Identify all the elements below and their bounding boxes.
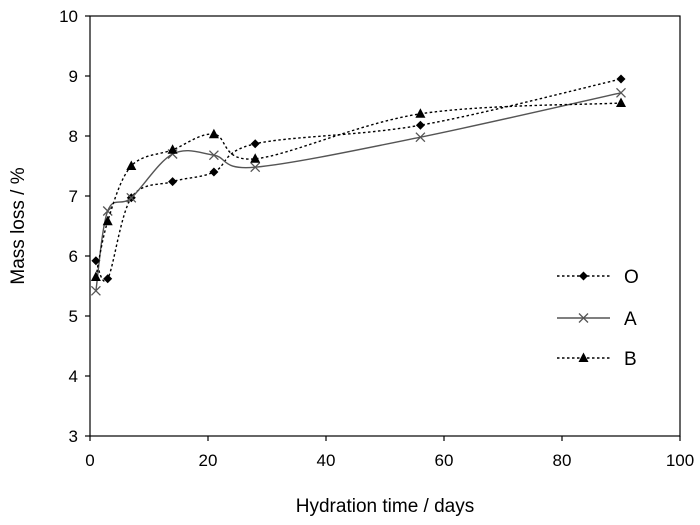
- data-point: [415, 120, 425, 130]
- data-point: [103, 274, 113, 284]
- x-tick-label: 100: [666, 451, 694, 470]
- legend-entry-B: B: [557, 349, 637, 370]
- x-axis-label: Hydration time / days: [296, 496, 474, 517]
- plot-area: [89, 15, 681, 437]
- y-tick-label: 10: [59, 7, 78, 26]
- series-line: [95, 78, 622, 282]
- data-point: [250, 162, 261, 173]
- y-tick-label: 3: [69, 427, 78, 446]
- data-point: [208, 128, 219, 139]
- x-axis-ticks: 0 20 40 60 80 100: [85, 436, 694, 470]
- legend-marker: [579, 271, 588, 281]
- y-axis-label: Mass loss / %: [8, 167, 29, 284]
- y-tick-label: 9: [69, 67, 78, 86]
- data-point: [415, 132, 426, 143]
- legend-label: O: [624, 267, 639, 288]
- legend-marker: [578, 352, 589, 362]
- legend-label: B: [624, 349, 637, 370]
- data-point: [209, 167, 219, 177]
- data-point: [616, 87, 626, 98]
- x-tick-label: 60: [435, 451, 454, 470]
- data-point: [208, 150, 219, 161]
- data-point: [250, 139, 260, 149]
- data-point: [126, 160, 137, 170]
- series-B: [90, 97, 626, 281]
- x-tick-label: 40: [317, 451, 336, 470]
- legend-marker: [578, 313, 589, 323]
- data-point: [616, 97, 626, 107]
- data-point: [102, 206, 113, 216]
- y-axis-ticks: 3 4 5 6 7 8 9 10: [59, 7, 90, 446]
- series-line: [95, 92, 622, 291]
- data-point: [616, 74, 626, 84]
- legend: OAB: [557, 267, 639, 370]
- y-tick-label: 8: [69, 127, 78, 146]
- y-tick-label: 7: [69, 187, 78, 206]
- data-point: [91, 256, 101, 266]
- data-point: [90, 271, 101, 281]
- data-point: [168, 177, 178, 187]
- y-tick-label: 4: [69, 367, 78, 386]
- x-tick-label: 80: [553, 451, 572, 470]
- legend-entry-O: O: [557, 267, 639, 288]
- series-A: [90, 87, 626, 296]
- data-point: [167, 144, 178, 154]
- data-point: [90, 285, 101, 296]
- y-tick-label: 6: [69, 247, 78, 266]
- x-tick-label: 0: [85, 451, 94, 470]
- x-tick-label: 20: [199, 451, 218, 470]
- data-point: [102, 215, 113, 226]
- legend-label: A: [624, 309, 637, 330]
- legend-entry-A: A: [557, 309, 637, 330]
- data-point: [250, 153, 261, 163]
- y-tick-label: 5: [69, 307, 78, 326]
- data-point: [126, 192, 137, 203]
- data-point: [415, 108, 426, 118]
- series-layer: [90, 74, 626, 296]
- series-line: [95, 102, 622, 278]
